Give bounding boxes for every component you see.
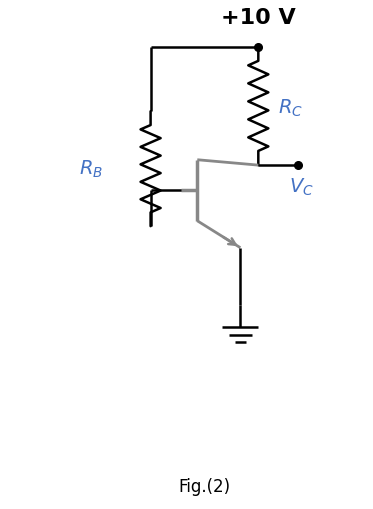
Text: +10 V: +10 V <box>221 8 296 28</box>
Text: $R_B$: $R_B$ <box>79 159 103 180</box>
Text: Fig.(2): Fig.(2) <box>178 477 231 495</box>
Text: $V_C$: $V_C$ <box>289 177 314 198</box>
Text: $R_C$: $R_C$ <box>278 98 303 119</box>
